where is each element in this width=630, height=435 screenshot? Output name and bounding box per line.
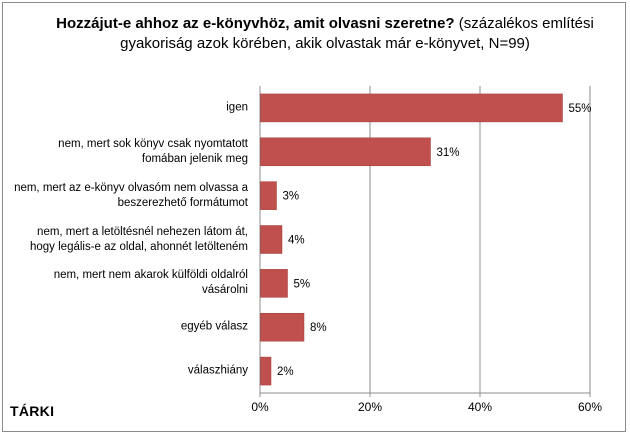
category-label: egyéb válasz — [0, 320, 248, 335]
bar — [260, 181, 277, 210]
category-label-line: fomában jelenik meg — [141, 152, 248, 165]
category-label-line: igen — [226, 101, 248, 114]
title-question: Hozzájut-e ahhoz az e-könyvhöz, amit olv… — [56, 15, 455, 32]
bar — [260, 137, 431, 167]
bar — [260, 356, 272, 386]
category-label-line: nem, mert nem akarok külföldi oldalról — [53, 269, 248, 282]
data-label: 8% — [310, 322, 327, 334]
data-label: 3% — [283, 191, 300, 203]
x-tick-label: 60% — [578, 400, 602, 414]
category-label-line: nem, mert a letöltésnél nehezen látom át… — [37, 225, 248, 238]
data-label: 55% — [569, 103, 592, 115]
bar — [260, 312, 305, 342]
category-label-line: egyéb válasz — [180, 320, 248, 333]
chart-title: Hozzájut-e ahhoz az e-könyvhöz, amit olv… — [40, 14, 610, 54]
chart-frame — [2, 2, 626, 432]
data-label: 4% — [288, 235, 305, 247]
category-label-line: válaszhiány — [187, 364, 248, 377]
title-note: (százalékos említési gyakoriság azok kör… — [120, 15, 594, 52]
data-label: 31% — [437, 147, 460, 159]
category-label: nem, mert az e-könyv olvasóm nem olvassa… — [0, 181, 248, 211]
category-label-line: hogy legális-e az oldal, ahonnét letölte… — [29, 240, 248, 253]
category-label: válaszhiány — [0, 364, 248, 379]
data-label: 2% — [277, 366, 294, 378]
brand-logo-text: TÁRKI — [10, 403, 55, 419]
category-label: nem, mert sok könyv csak nyomtatott fomáb… — [0, 137, 248, 167]
x-tick-label: 0% — [251, 400, 269, 414]
bar — [260, 269, 288, 298]
category-label-line: nem, mert sok könyv csak nyomtatott — [58, 137, 248, 150]
category-label-line: nem, mert az e-könyv olvasóm nem olvassa… — [14, 181, 248, 194]
x-tick-label: 40% — [468, 400, 492, 414]
data-label: 5% — [294, 278, 311, 290]
category-label: nem, mert a letöltésnél nehezen látom át… — [0, 225, 248, 255]
bar — [260, 93, 563, 123]
bar — [260, 225, 283, 254]
category-label: nem, mert nem akarok külföldi oldalról vá… — [0, 268, 248, 298]
category-label: igen — [0, 100, 248, 115]
category-label-line: vásárolni — [201, 284, 248, 297]
x-tick-label: 20% — [358, 400, 382, 414]
category-label-line: beszerezhető formátumot — [117, 196, 248, 209]
